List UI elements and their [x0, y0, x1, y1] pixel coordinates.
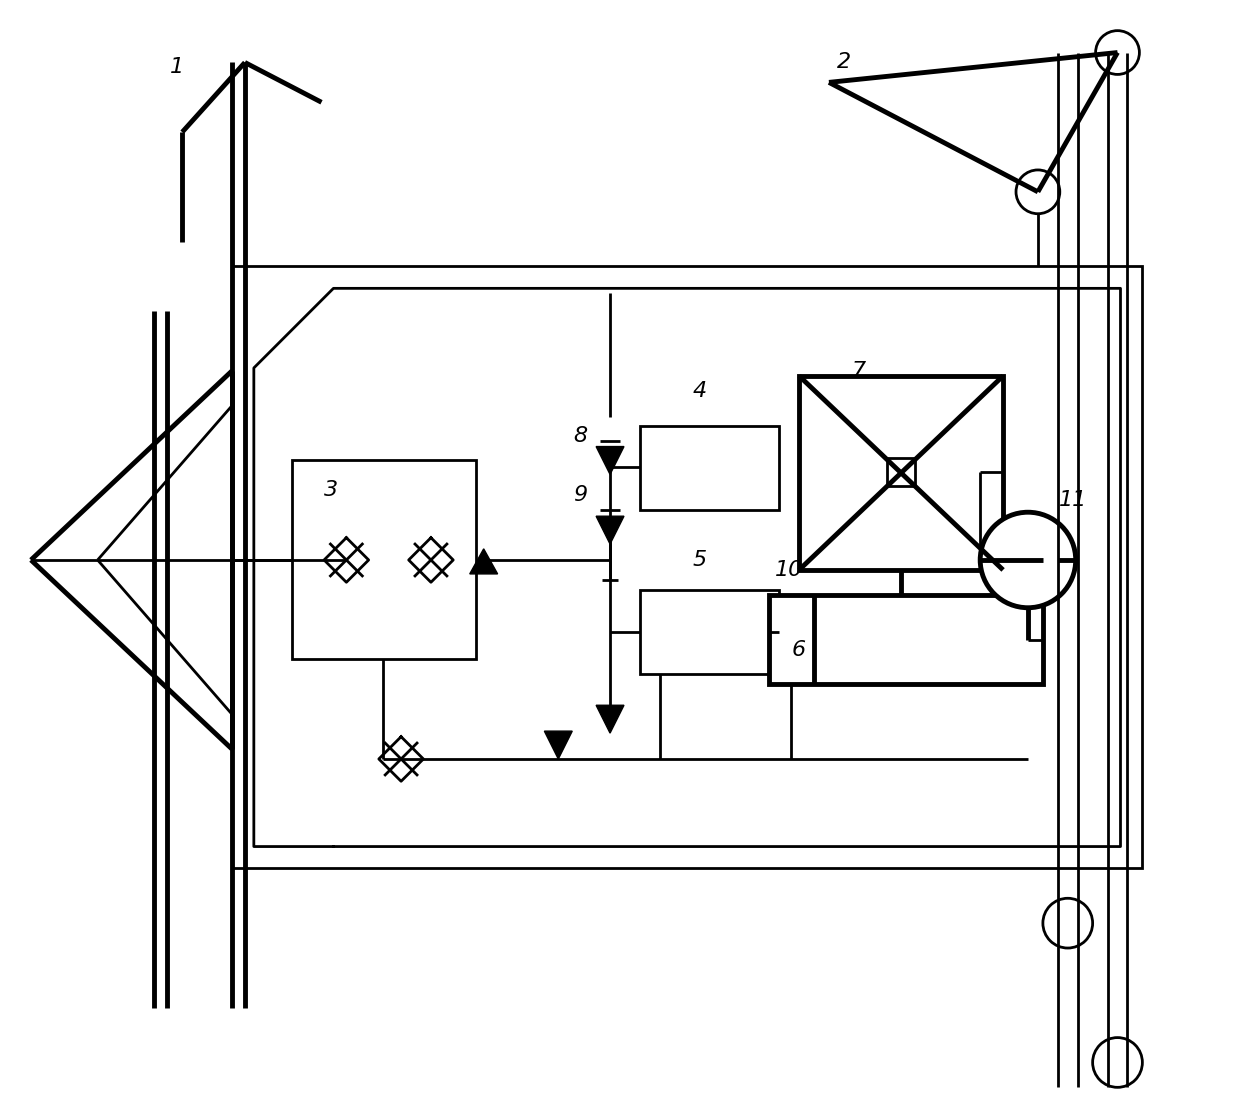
- Bar: [640, 590, 779, 674]
- Text: 9: 9: [573, 485, 588, 505]
- Bar: [640, 425, 779, 510]
- Circle shape: [1092, 1037, 1142, 1087]
- Bar: [799, 376, 1003, 570]
- Text: 4: 4: [692, 381, 707, 401]
- Bar: [769, 594, 1043, 684]
- Text: 6: 6: [792, 640, 806, 660]
- Text: 2: 2: [837, 52, 851, 72]
- Text: 5: 5: [692, 550, 707, 570]
- Circle shape: [980, 512, 1076, 608]
- Polygon shape: [596, 446, 624, 474]
- Text: 8: 8: [573, 425, 588, 445]
- Text: 10: 10: [775, 560, 804, 580]
- Polygon shape: [470, 549, 497, 574]
- Polygon shape: [596, 706, 624, 733]
- Circle shape: [1096, 31, 1140, 75]
- Bar: [887, 459, 915, 486]
- Text: 7: 7: [852, 361, 866, 381]
- Text: 11: 11: [1059, 491, 1086, 510]
- Circle shape: [1016, 170, 1060, 214]
- Polygon shape: [596, 516, 624, 544]
- Text: 1: 1: [170, 58, 185, 78]
- Circle shape: [1043, 898, 1092, 948]
- Polygon shape: [544, 731, 572, 759]
- Bar: [291, 461, 476, 660]
- Text: 3: 3: [325, 481, 339, 501]
- Bar: [232, 266, 1142, 868]
